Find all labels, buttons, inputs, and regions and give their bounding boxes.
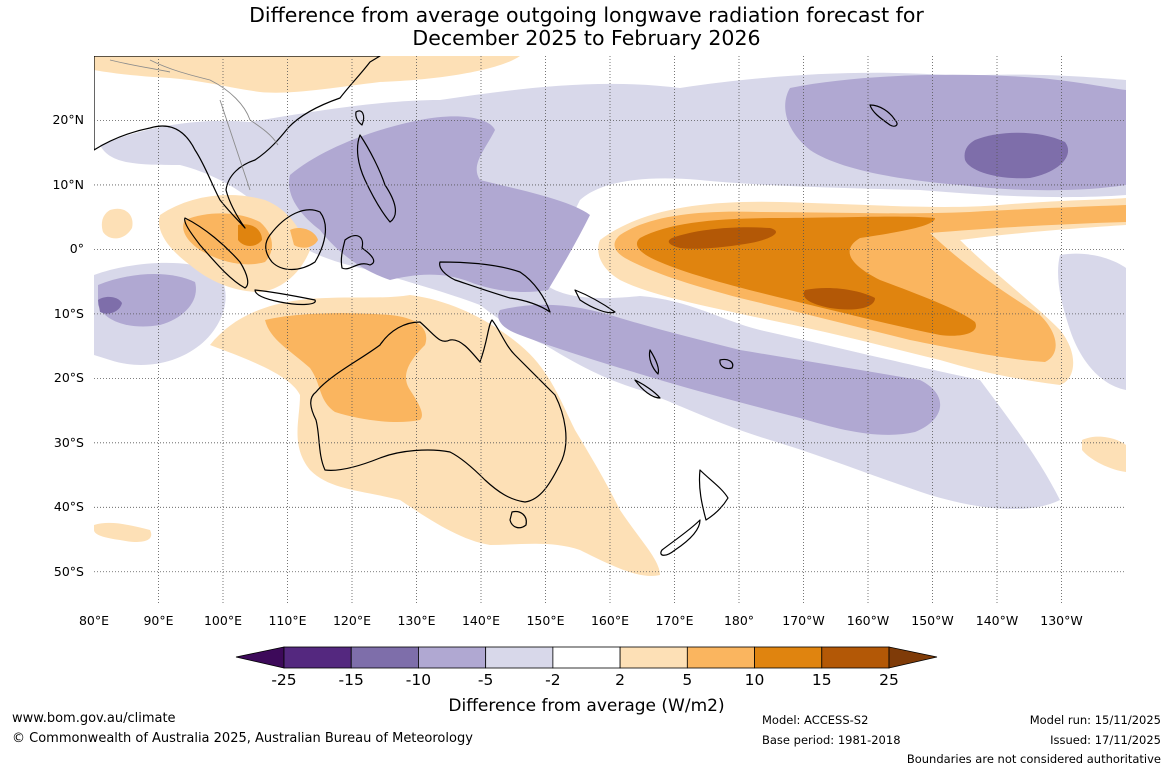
coastline-tasmania — [509, 510, 527, 529]
longitude-label: 90°E — [143, 613, 174, 628]
coastline-solomon-islands — [574, 289, 616, 314]
coastline-asia-mainland — [94, 56, 381, 229]
map-title-line-1: Difference from average outgoing longwav… — [249, 3, 924, 27]
coastline-australia — [310, 319, 567, 503]
longitude-label: 140°W — [975, 613, 1019, 628]
footer-model-run: Model run: 15/11/2025 — [1029, 713, 1161, 727]
colorbar-swatch — [485, 646, 554, 669]
longitude-label: 150°E — [526, 613, 565, 628]
colorbar-swatch — [619, 646, 688, 669]
colorbar-tick-label: -5 — [477, 671, 494, 689]
colorbar-swatch — [350, 646, 419, 669]
coastline-sumatra — [184, 217, 249, 289]
longitude-label: 180° — [723, 613, 755, 628]
longitude-label: 160°E — [590, 613, 629, 628]
anomaly-region-light-orange — [94, 522, 152, 542]
colorbar-tick-label: 10 — [744, 671, 765, 689]
colorbar-title: Difference from average (W/m2) — [448, 696, 725, 716]
border-line — [149, 59, 279, 146]
anomaly-region-light-purple — [1058, 253, 1126, 390]
latitude-label: 20°N — [52, 112, 84, 128]
anomaly-region-light-orange — [101, 208, 133, 239]
latitude-label: 10°N — [52, 176, 84, 192]
coastline-java — [254, 289, 316, 306]
anomaly-region-mid-purple — [289, 116, 590, 293]
latitude-label: 40°S — [53, 499, 84, 515]
longitude-label: 170°W — [782, 613, 825, 628]
map-title-line-2: December 2025 to February 2026 — [412, 26, 761, 50]
colorbar-tick-label: 5 — [682, 671, 693, 689]
colorbar-swatch — [754, 646, 823, 669]
longitude-label: 150°W — [911, 613, 954, 628]
anomaly-region-dark-orange — [238, 224, 262, 246]
latitude-label: 10°S — [53, 305, 84, 321]
footer-base-period: Base period: 1981-2018 — [762, 733, 901, 747]
colorbar-extend-low — [235, 646, 285, 669]
colorbar-swatch — [552, 646, 621, 669]
anomaly-region-light-orange — [1082, 436, 1126, 472]
colorbar-tick-label: -25 — [271, 671, 297, 689]
anomaly-fields — [94, 56, 1126, 576]
coastline-new-zealand-south — [660, 519, 701, 556]
coastline-new-zealand-north — [698, 469, 729, 521]
colorbar-extend-high — [888, 646, 938, 669]
footer-url: www.bom.gov.au/climate — [12, 711, 176, 726]
border-line — [219, 99, 251, 191]
longitude-label: 100°E — [203, 613, 242, 628]
colorbar-tick-label: 2 — [615, 671, 626, 689]
border-line — [109, 59, 171, 73]
coastline-borneo — [265, 209, 327, 271]
latitude-label: 0° — [69, 241, 84, 257]
anomaly-region-darkest-orange — [803, 287, 875, 310]
longitude-label: 140°E — [461, 613, 500, 628]
longitude-label: 120°E — [332, 613, 371, 628]
colorbar-tick-label: -10 — [405, 671, 432, 689]
anomaly-region-light-orange — [94, 56, 520, 93]
anomaly-region-darkest-orange — [668, 227, 776, 249]
graticule — [94, 56, 1126, 604]
longitude-label: 170°E — [655, 613, 694, 628]
footer-disclaimer: Boundaries are not considered authoritat… — [906, 752, 1161, 766]
coastline-sulawesi — [340, 234, 375, 270]
colorbar-swatch — [821, 646, 890, 669]
colorbar-swatch — [283, 646, 352, 669]
latitude-label: 30°S — [53, 434, 84, 450]
longitude-label: 160°W — [846, 613, 890, 628]
coastline-vanuatu — [648, 349, 660, 375]
coastline-hawaii — [869, 104, 898, 127]
colorbar-swatch — [418, 646, 487, 669]
longitude-label: 130°W — [1040, 613, 1083, 628]
anomaly-region-mid-purple — [98, 274, 196, 327]
coastline-taiwan — [355, 110, 365, 126]
colorbar-tick-label: -2 — [545, 671, 561, 689]
coastline-new-caledonia — [634, 379, 661, 399]
latitude-label: 20°S — [53, 370, 84, 386]
colorbar-tick-label: 15 — [811, 671, 832, 689]
footer-copyright: © Commonwealth of Australia 2025, Austra… — [12, 731, 473, 746]
map-area — [94, 56, 1126, 604]
coastline-fiji — [719, 358, 734, 370]
latitude-label: 50°S — [53, 563, 84, 579]
longitude-label: 80°E — [78, 613, 110, 628]
coastline-philippines — [356, 134, 397, 223]
colorbar — [235, 646, 938, 669]
anomaly-region-dark-purple — [98, 296, 122, 314]
colorbar-swatch — [686, 646, 755, 669]
longitude-label: 130°E — [397, 613, 436, 628]
national-borders — [109, 59, 279, 191]
coastlines — [94, 56, 898, 556]
colorbar-tick-label: 25 — [879, 671, 899, 689]
footer-model: Model: ACCESS-S2 — [762, 713, 869, 727]
anomaly-region-mid-purple — [498, 304, 941, 435]
coastline-new-guinea — [439, 261, 551, 313]
footer-issued: Issued: 17/11/2025 — [1050, 733, 1161, 747]
longitude-label: 110°E — [268, 613, 307, 628]
colorbar-tick-label: -15 — [338, 671, 364, 689]
anomaly-region-dark-purple — [964, 132, 1069, 179]
map-title: Difference from average outgoing longwav… — [0, 4, 1173, 50]
anomaly-region-mid-orange — [290, 228, 318, 248]
